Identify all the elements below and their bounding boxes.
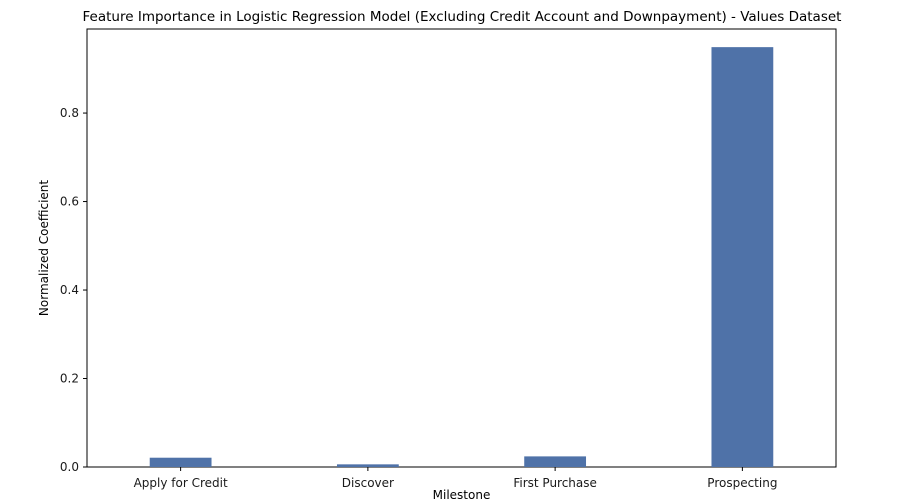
bars-layer [149,47,774,467]
bar-first-purchase [524,456,587,467]
y-tick-label: 0.2 [60,372,79,386]
y-tick-label: 0.8 [60,106,79,120]
x-axis-label: Milestone [433,488,491,502]
y-axis-label: Normalized Coefficient [37,180,51,316]
plot-frame [86,28,837,468]
y-tick-label: 0.0 [60,460,79,474]
y-axis: 0.0 0.2 0.4 0.6 0.8 [60,106,87,474]
y-tick-label: 0.4 [60,283,79,297]
x-tick-label: Apply for Credit [134,476,228,490]
chart-title: Feature Importance in Logistic Regressio… [83,9,842,25]
plot-area: Apply for Credit Discover First Purchase Pr… [60,28,837,490]
x-tick-label: First Purchase [513,476,597,490]
y-tick-label: 0.6 [60,195,79,209]
bar-prospecting [711,47,774,467]
x-axis: Apply for Credit Discover First Purchase Pr… [134,467,777,490]
bar-apply-for-credit [149,457,212,467]
bar-discover [336,464,399,467]
x-tick-label: Discover [342,476,394,490]
x-tick-label: Prospecting [707,476,777,490]
